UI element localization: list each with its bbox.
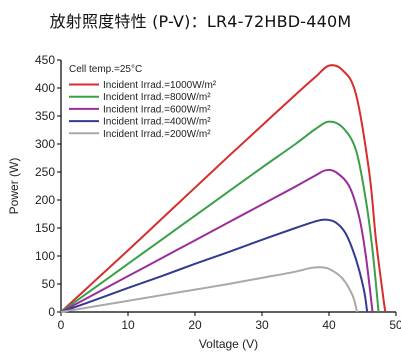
chart-title: 放射照度特性 (P-V)：LR4-72HBD-440M: [49, 12, 352, 31]
y-tick-label: 450: [35, 53, 55, 67]
legend-label-0: Incident Irrad.=1000W/m²: [103, 80, 217, 91]
x-tick-label: 10: [121, 318, 135, 332]
series-lines: [60, 64, 387, 313]
y-tick-label: 150: [35, 221, 55, 235]
legend-label-4: Incident Irrad.=200W/m²: [103, 129, 211, 140]
y-axis-label: Power (W): [7, 158, 21, 215]
x-tick-label: 30: [255, 318, 269, 332]
series-line-3: [60, 218, 369, 313]
y-tick-label: 400: [35, 81, 55, 95]
legend-label-2: Incident Irrad.=600W/m²: [103, 104, 211, 115]
y-tick-label: 300: [35, 137, 55, 151]
x-tick-label: 0: [58, 318, 65, 332]
y-tick-label: 100: [35, 249, 55, 263]
legend-label-3: Incident Irrad.=400W/m²: [103, 117, 211, 128]
x-tick-label: 20: [188, 318, 202, 332]
y-tick-label: 50: [42, 277, 56, 291]
y-tick-label: 250: [35, 165, 55, 179]
series-line-0: [60, 64, 387, 313]
x-axis-label: Voltage (V): [199, 337, 258, 351]
legend-label-1: Incident Irrad.=800W/m²: [103, 92, 211, 103]
axes: 0 10 20 30 40 50 0 50 100 150 200 250 300 350 400 450: [35, 53, 401, 332]
x-tick-label: 50: [389, 318, 401, 332]
series-line-1: [60, 120, 380, 313]
cell-temp-annotation: Cell temp.=25°C: [69, 64, 142, 75]
y-tick-label: 350: [35, 109, 55, 123]
x-tick-label: 40: [322, 318, 336, 332]
series-line-2: [60, 168, 374, 313]
series-line-4: [60, 266, 359, 313]
y-tick-label: 0: [48, 305, 55, 319]
y-tick-label: 200: [35, 193, 55, 207]
